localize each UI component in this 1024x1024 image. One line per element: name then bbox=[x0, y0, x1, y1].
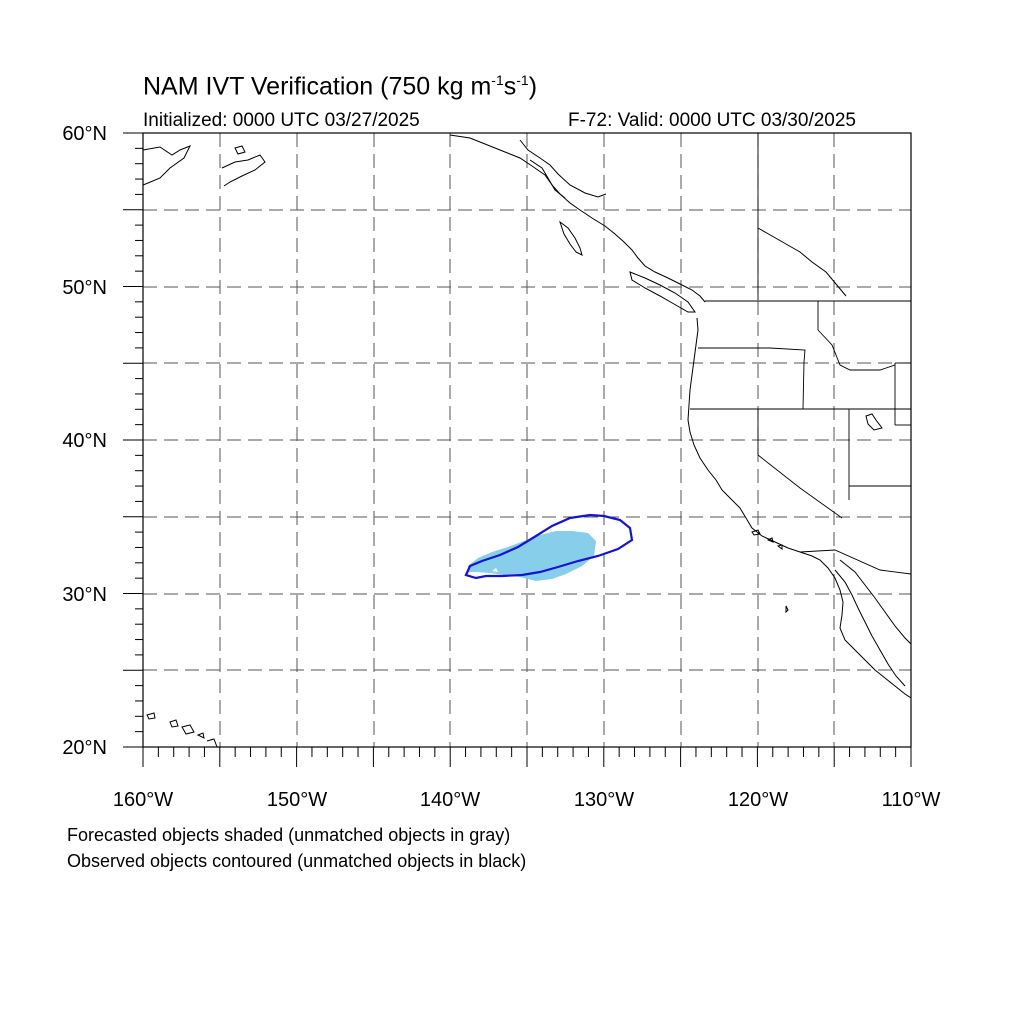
lat-label-50: 50°N bbox=[62, 277, 107, 299]
lon-label-140: 140°W bbox=[420, 789, 480, 811]
vancouver-island bbox=[629, 271, 696, 313]
lon-label-150: 150°W bbox=[267, 789, 327, 811]
graticule bbox=[143, 133, 911, 747]
haida-gwaii bbox=[559, 220, 583, 256]
longitude-labels: 160°W 150°W 140°W 130°W 120°W 110°W bbox=[113, 789, 941, 811]
forecast-object bbox=[468, 531, 596, 581]
lon-label-110: 110°W bbox=[882, 789, 941, 811]
legend-note-forecast: Forecasted objects shaded (unmatched obj… bbox=[67, 825, 511, 845]
political-boundaries bbox=[690, 133, 911, 575]
latitude-labels: 60°N 50°N 40°N 30°N 20°N bbox=[62, 123, 107, 759]
initialized-label: Initialized: 0000 UTC 03/27/2025 bbox=[143, 110, 420, 131]
alaska-peninsula-islands bbox=[221, 154, 266, 187]
lon-label-160: 160°W bbox=[113, 789, 173, 811]
gulf-of-alaska-coastline bbox=[449, 134, 706, 303]
axis-ticks bbox=[123, 132, 912, 767]
lon-label-130: 130°W bbox=[574, 789, 634, 811]
alaska-coastline bbox=[143, 145, 192, 186]
legend-note-observed: Observed objects contoured (unmatched ob… bbox=[67, 851, 527, 871]
map-title: NAM IVT Verification (750 kg m-1s-1) bbox=[143, 72, 538, 101]
lon-label-120: 120°W bbox=[728, 789, 788, 811]
valid-time-label: F-72: Valid: 0000 UTC 03/30/2025 bbox=[568, 110, 856, 131]
observed-object-contour bbox=[464, 513, 634, 580]
great-salt-lake bbox=[865, 413, 883, 431]
us-west-coastline bbox=[687, 317, 911, 699]
baja-east-coast bbox=[834, 569, 906, 687]
lat-label-30: 30°N bbox=[62, 584, 107, 606]
lat-label-40: 40°N bbox=[62, 430, 107, 452]
lat-label-60: 60°N bbox=[62, 123, 107, 145]
lat-label-20: 20°N bbox=[62, 737, 107, 759]
hawaii-islands bbox=[146, 712, 218, 747]
mexico-mainland-coast bbox=[839, 559, 911, 645]
